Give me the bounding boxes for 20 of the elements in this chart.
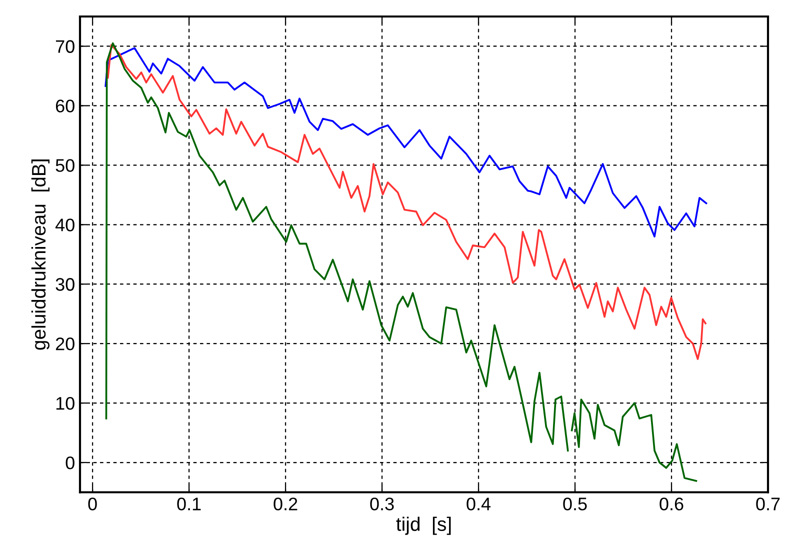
x-tick-label: 0.1 xyxy=(177,498,201,510)
y-tick-label: 50 xyxy=(56,159,74,172)
y-tick-label: 40 xyxy=(55,218,74,232)
y-tick-label: 60 xyxy=(56,100,74,112)
line-series xyxy=(104,47,708,238)
x-tick-label: 0.7 xyxy=(756,498,780,510)
x-tick-label: 0.4 xyxy=(466,498,491,510)
y-tick-label: 30 xyxy=(56,278,74,291)
x-tick-label: 0.3 xyxy=(370,498,394,510)
x-tick-label: 0.6 xyxy=(660,498,684,510)
y-tick-label: 0 xyxy=(66,456,74,470)
y-tick-label: 20 xyxy=(56,338,74,350)
x-tick-label: 0.5 xyxy=(563,498,587,510)
line-series xyxy=(106,44,706,360)
x-tick-label: 0 xyxy=(88,498,97,510)
y-tick-label: 10 xyxy=(56,396,74,410)
x-tick-label: 0.2 xyxy=(274,498,298,510)
y-axis-title: geluiddrukniveau [dB] xyxy=(31,160,50,350)
x-axis-title: tijd [s] xyxy=(396,516,451,535)
y-tick-label: 70 xyxy=(56,40,74,53)
